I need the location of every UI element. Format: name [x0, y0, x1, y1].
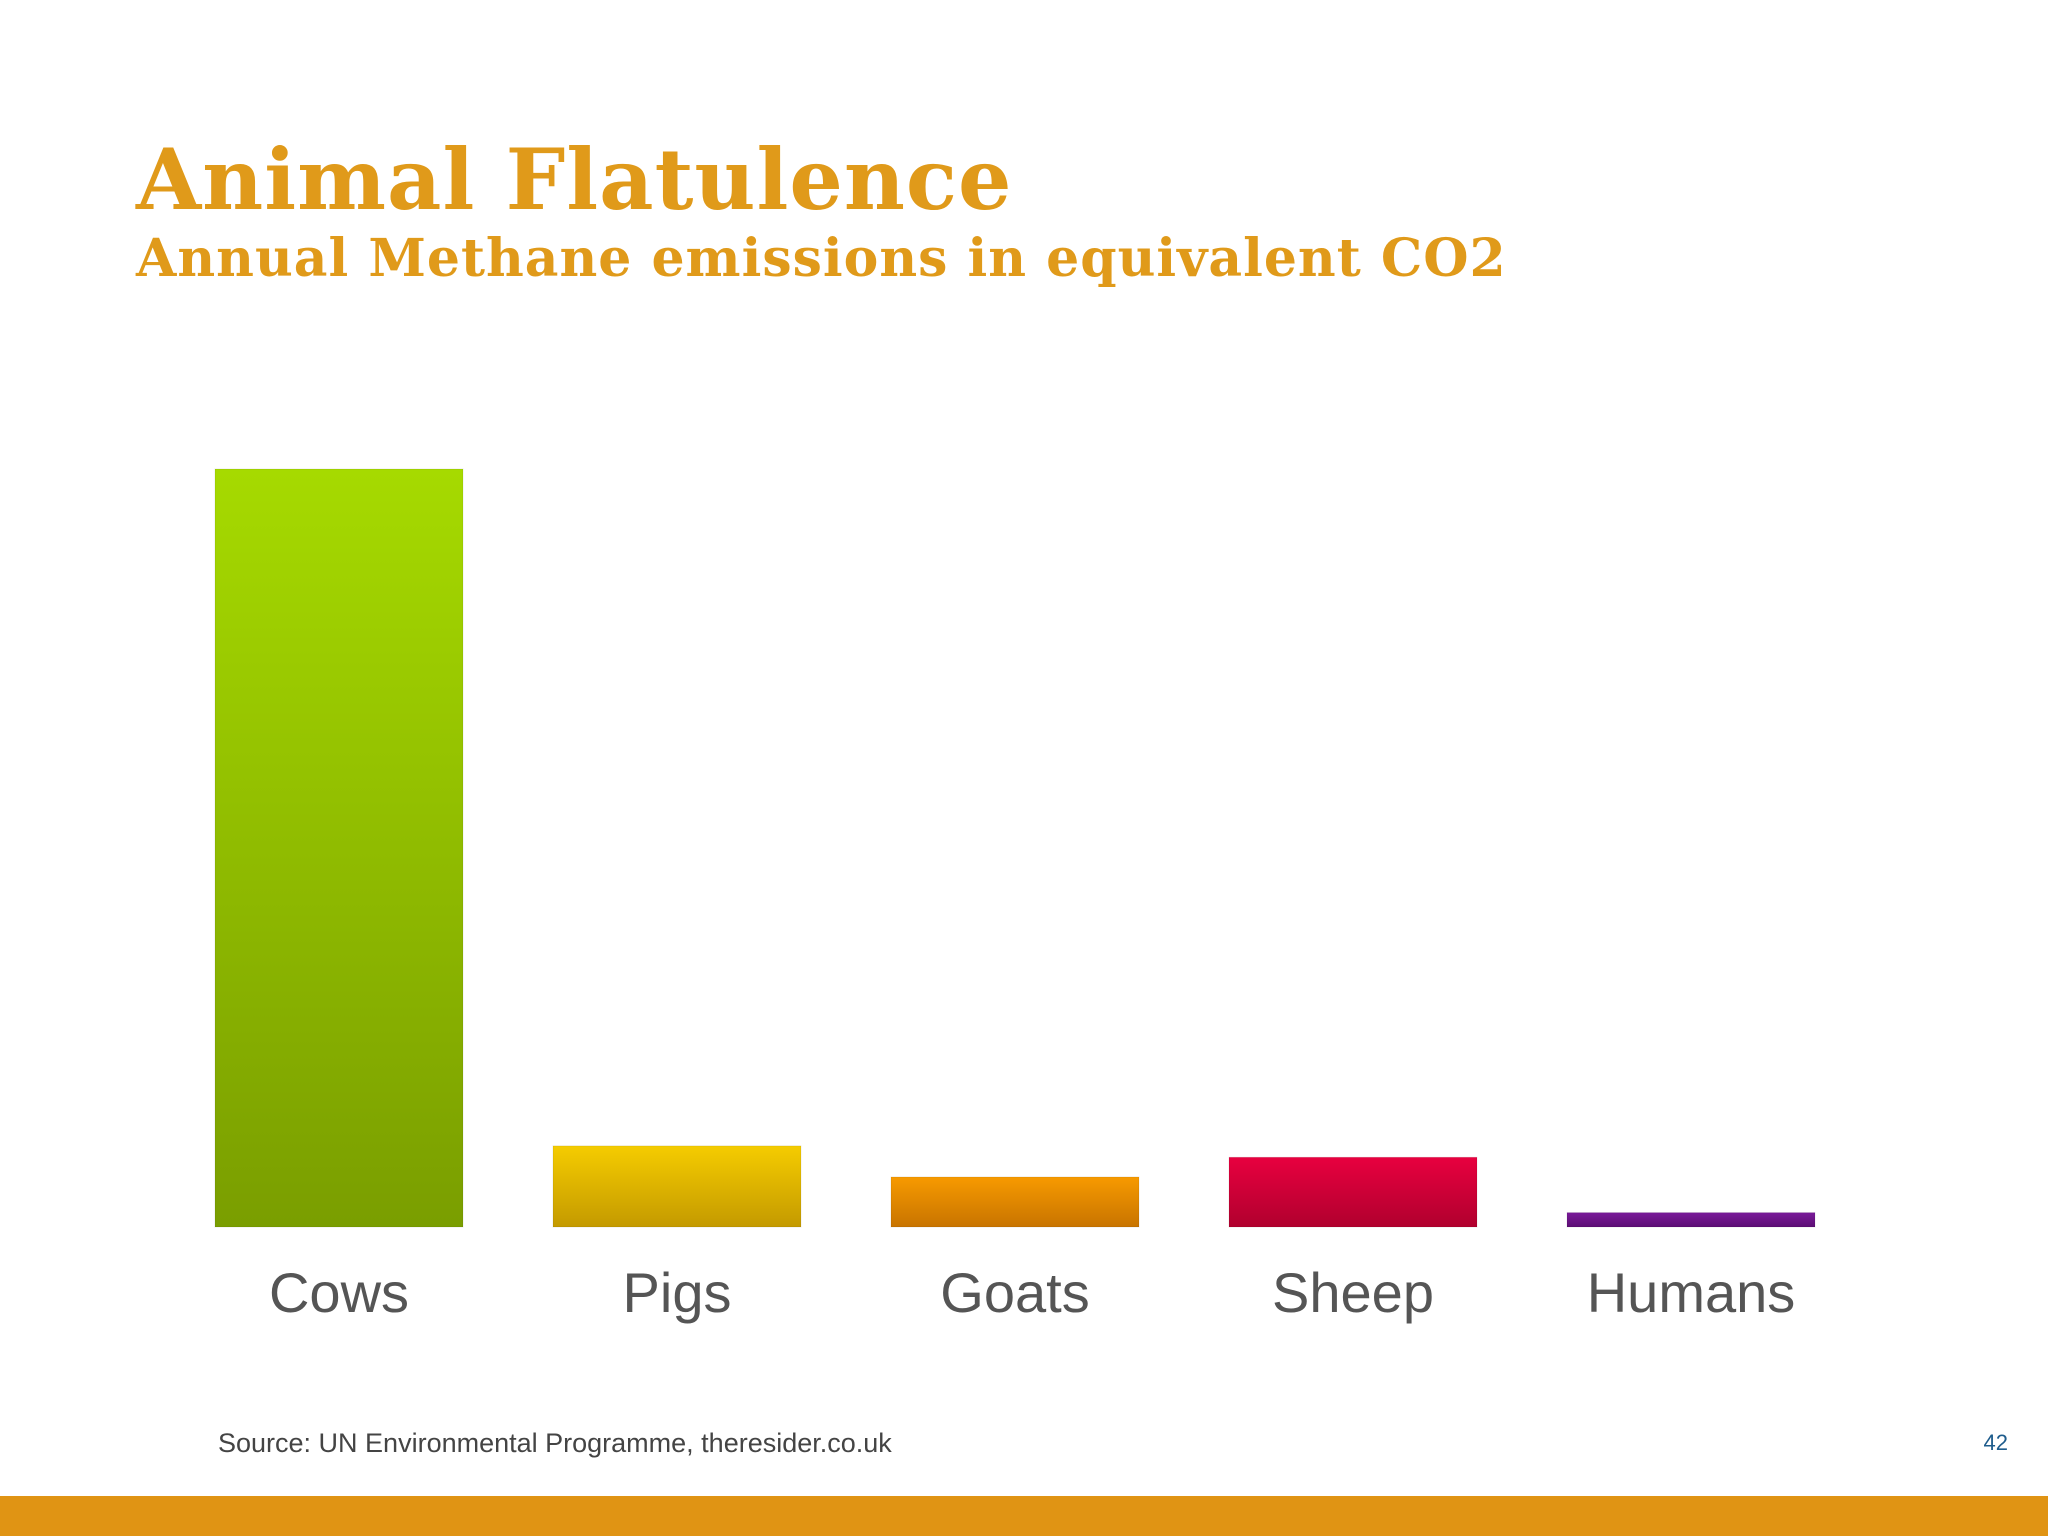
category-label-humans: Humans	[1587, 1261, 1796, 1324]
category-label-goats: Goats	[940, 1261, 1089, 1324]
chart-title: Animal Flatulence	[136, 130, 1013, 229]
bars-group	[214, 468, 1816, 1228]
bar-goats	[890, 1176, 1140, 1228]
bar-chart: Cows Pigs Goats Sheep Humans	[214, 468, 1816, 1324]
category-label-sheep: Sheep	[1272, 1261, 1434, 1324]
bar-pigs	[552, 1145, 802, 1228]
category-label-pigs: Pigs	[623, 1261, 732, 1324]
source-note: Source: UN Environmental Programme, ther…	[218, 1428, 892, 1458]
category-label-cows: Cows	[269, 1261, 409, 1324]
bar-cows	[214, 468, 464, 1228]
bar-humans	[1566, 1212, 1816, 1228]
chart-subtitle: Annual Methane emissions in equivalent C…	[136, 228, 1507, 289]
category-labels-group: Cows Pigs Goats Sheep Humans	[269, 1261, 1795, 1324]
bar-sheep	[1228, 1156, 1478, 1228]
footer-band	[0, 1496, 2048, 1536]
page-number: 42	[1983, 1430, 2008, 1455]
